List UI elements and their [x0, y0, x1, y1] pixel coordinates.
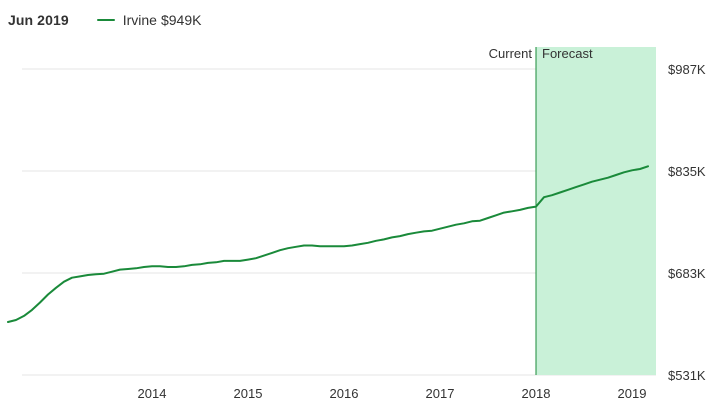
chart-header: Jun 2019 Irvine $949K	[8, 8, 201, 32]
legend-series-value: $949K	[160, 12, 202, 28]
current-label: Current	[489, 46, 533, 61]
x-tick-label: 2017	[426, 386, 455, 401]
legend-text: Irvine $949K	[123, 12, 202, 28]
axis-labels: $987K $835K $683K $531K 2014 2015 2016 2017 2018…	[138, 46, 706, 401]
x-tick-label: 2018	[522, 386, 551, 401]
selected-date: Jun 2019	[8, 12, 69, 28]
y-tick-label: $531K	[668, 368, 706, 383]
x-tick-label: 2016	[330, 386, 359, 401]
legend-item-irvine[interactable]: Irvine $949K	[96, 12, 202, 28]
x-tick-label: 2014	[138, 386, 167, 401]
series-line-irvine[interactable]	[7, 165, 649, 323]
x-tick-label: 2019	[618, 386, 647, 401]
y-tick-label: $835K	[668, 164, 706, 179]
forecast-label: Forecast	[542, 46, 593, 61]
x-tick-label: 2015	[234, 386, 263, 401]
y-tick-label: $683K	[668, 266, 706, 281]
y-tick-label: $987K	[668, 62, 706, 77]
series-line-group[interactable]	[7, 165, 649, 323]
forecast-shading	[536, 47, 656, 375]
legend-series-name: Irvine	[122, 12, 157, 28]
forecast-region	[535, 47, 656, 375]
legend-line-swatch	[96, 19, 115, 21]
